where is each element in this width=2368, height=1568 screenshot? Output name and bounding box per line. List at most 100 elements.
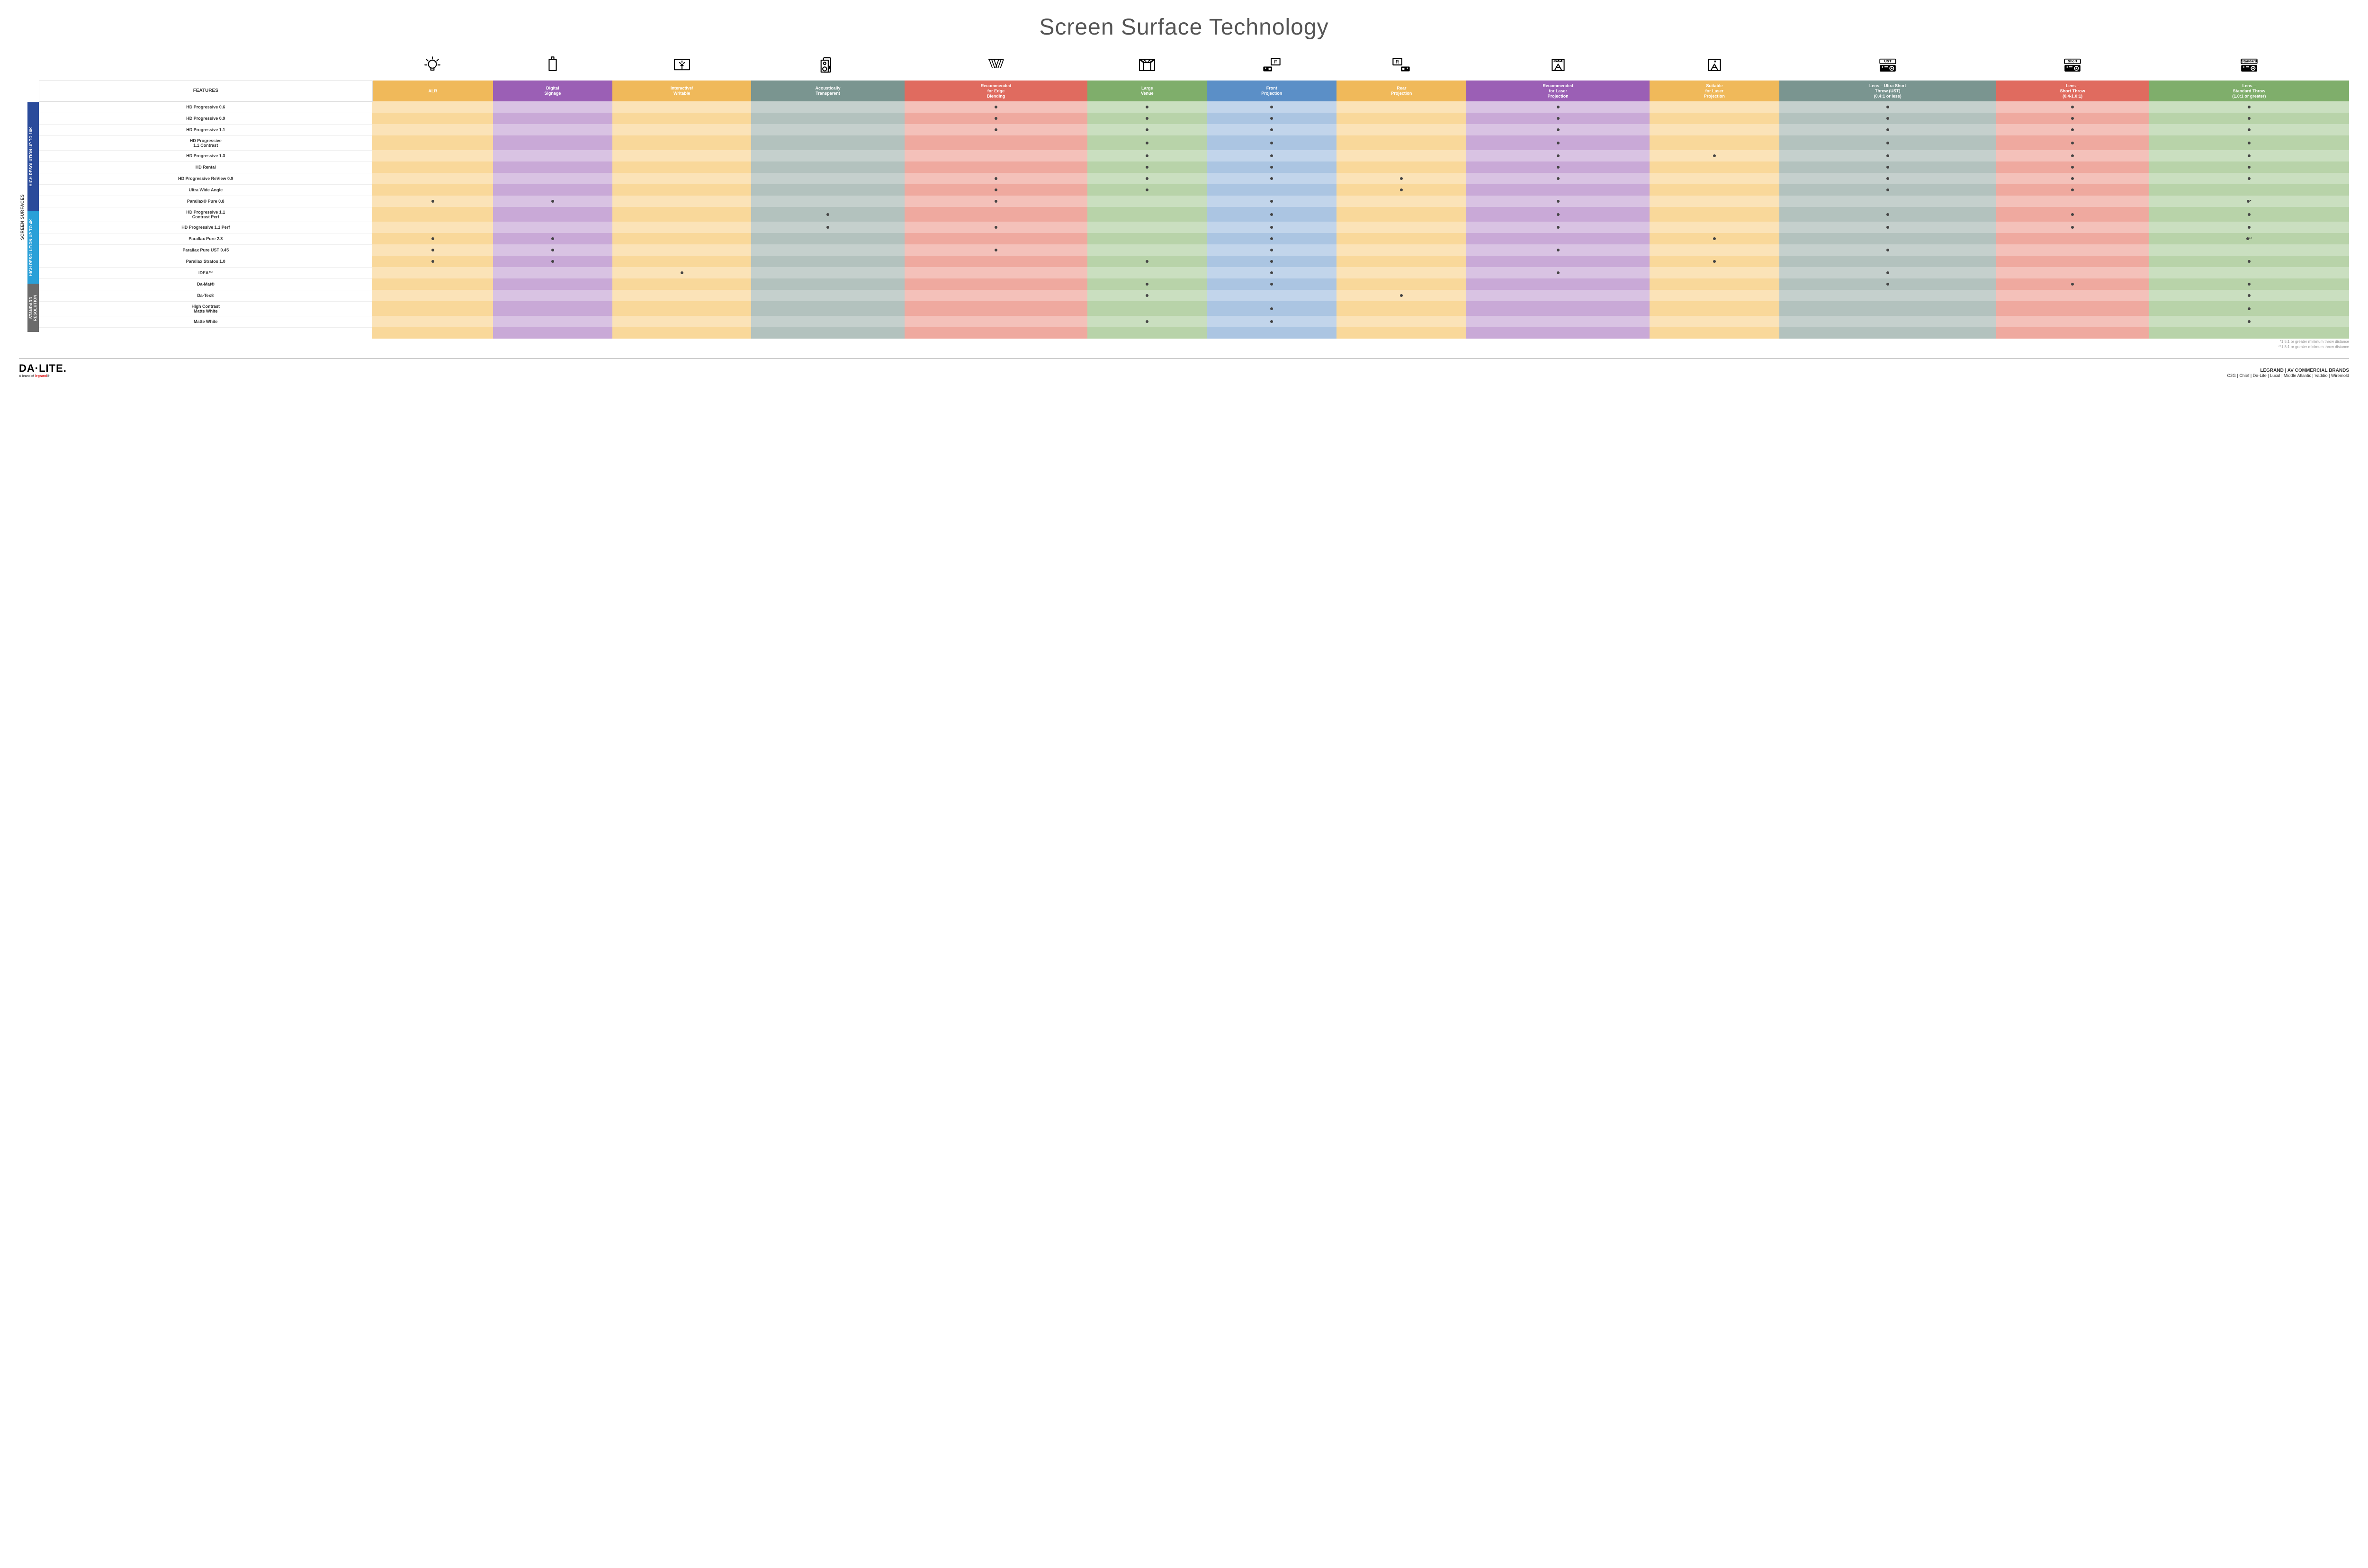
cell-iw [612, 316, 751, 327]
row-name: HD Progressive 1.3 [39, 150, 373, 161]
cell-lv [1087, 256, 1207, 267]
cell-eb [905, 290, 1087, 301]
cell-ds [493, 101, 612, 113]
cell-lv [1087, 222, 1207, 233]
table-row: HD Progressive 1.1 Perf [39, 222, 2350, 233]
col-header-ust: Lens – Ultra ShortThrow (UST)(0.4:1 or l… [1779, 81, 1996, 101]
row-name: HD Progressive1.1 Contrast [39, 135, 373, 150]
cell-rp [1336, 278, 1466, 290]
cell-eb [905, 207, 1087, 222]
col-icon-std: Standard [2149, 52, 2349, 81]
cell-rlp [1466, 278, 1649, 290]
svg-text:★: ★ [1713, 59, 1717, 63]
cell-ds [493, 150, 612, 161]
cell-slp [1650, 161, 1779, 173]
cell-ds [493, 124, 612, 135]
row-name: Da-Tex® [39, 290, 373, 301]
cell-ust [1779, 207, 1996, 222]
cell-alr [372, 184, 493, 196]
row-name: Matte White [39, 316, 373, 327]
group-label: HIGH RESOLUTION UP TO 16K [27, 102, 39, 211]
cell-alr [372, 301, 493, 316]
cell-st [1996, 244, 2149, 256]
cell-slp [1650, 150, 1779, 161]
cell-lv [1087, 173, 1207, 184]
cell-slp [1650, 290, 1779, 301]
cell-ds [493, 256, 612, 267]
cell-at [751, 173, 904, 184]
row-name: High ContrastMatte White [39, 301, 373, 316]
cell-lv [1087, 150, 1207, 161]
cell-ds [493, 196, 612, 207]
cell-iw [612, 278, 751, 290]
table-row: HD Progressive ReView 0.9 [39, 173, 2350, 184]
cell-eb [905, 301, 1087, 316]
cell-rlp [1466, 113, 1649, 124]
cell-ust [1779, 196, 1996, 207]
table-row: Parallax Pure 2.3** [39, 233, 2350, 244]
cell-alr [372, 256, 493, 267]
cell-slp [1650, 233, 1779, 244]
cell-iw [612, 124, 751, 135]
cell-ust [1779, 267, 1996, 278]
cell-lv [1087, 244, 1207, 256]
cell-rlp [1466, 267, 1649, 278]
table-row: Parallax Pure UST 0.45 [39, 244, 2350, 256]
table-row: HD Progressive 0.9 [39, 113, 2350, 124]
table-row: HD Progressive 1.1 [39, 124, 2350, 135]
cell-slp [1650, 207, 1779, 222]
cell-ust [1779, 173, 1996, 184]
cell-iw [612, 256, 751, 267]
cell-std [2149, 316, 2349, 327]
col-icon-rp: R [1336, 52, 1466, 81]
cell-ust [1779, 150, 1996, 161]
trailing-row [39, 327, 2350, 339]
table-row: HD Progressive 0.6 [39, 101, 2350, 113]
cell-std [2149, 184, 2349, 196]
cell-at [751, 278, 904, 290]
cell-alr [372, 101, 493, 113]
cell-std [2149, 278, 2349, 290]
cell-rlp [1466, 161, 1649, 173]
col-icon-rlp: ★★★ [1466, 52, 1649, 81]
table-row: HD Progressive 1.1Contrast Perf [39, 207, 2350, 222]
table-row: HD Rental [39, 161, 2350, 173]
cell-ust [1779, 278, 1996, 290]
cell-lv [1087, 161, 1207, 173]
cell-rp [1336, 222, 1466, 233]
table-row: Parallax® Pure 0.8* [39, 196, 2350, 207]
col-icon-alr [372, 52, 493, 81]
cell-eb [905, 244, 1087, 256]
cell-rp [1336, 301, 1466, 316]
cell-fp [1207, 101, 1336, 113]
cell-iw [612, 207, 751, 222]
cell-rlp [1466, 222, 1649, 233]
cell-at [751, 184, 904, 196]
cell-iw [612, 101, 751, 113]
cell-fp [1207, 161, 1336, 173]
cell-rp [1336, 196, 1466, 207]
cell-at [751, 316, 904, 327]
table-row: Da-Tex® [39, 290, 2350, 301]
group-label: HIGH RESOLUTION UP TO 4K [27, 211, 39, 284]
cell-lv [1087, 124, 1207, 135]
cell-ds [493, 222, 612, 233]
cell-std [2149, 207, 2349, 222]
col-header-eb: Recommendedfor EdgeBlending [905, 81, 1087, 101]
cell-ds [493, 135, 612, 150]
cell-rlp [1466, 233, 1649, 244]
cell-rp [1336, 184, 1466, 196]
cell-alr [372, 316, 493, 327]
svg-text:Short: Short [2068, 59, 2078, 63]
cell-rlp [1466, 207, 1649, 222]
cell-st [1996, 161, 2149, 173]
cell-at [751, 124, 904, 135]
col-header-at: AcousticallyTransparent [751, 81, 904, 101]
cell-lv [1087, 135, 1207, 150]
cell-ust [1779, 301, 1996, 316]
cell-rlp [1466, 196, 1649, 207]
cell-alr [372, 244, 493, 256]
cell-rlp [1466, 256, 1649, 267]
cell-ust [1779, 244, 1996, 256]
cell-fp [1207, 135, 1336, 150]
